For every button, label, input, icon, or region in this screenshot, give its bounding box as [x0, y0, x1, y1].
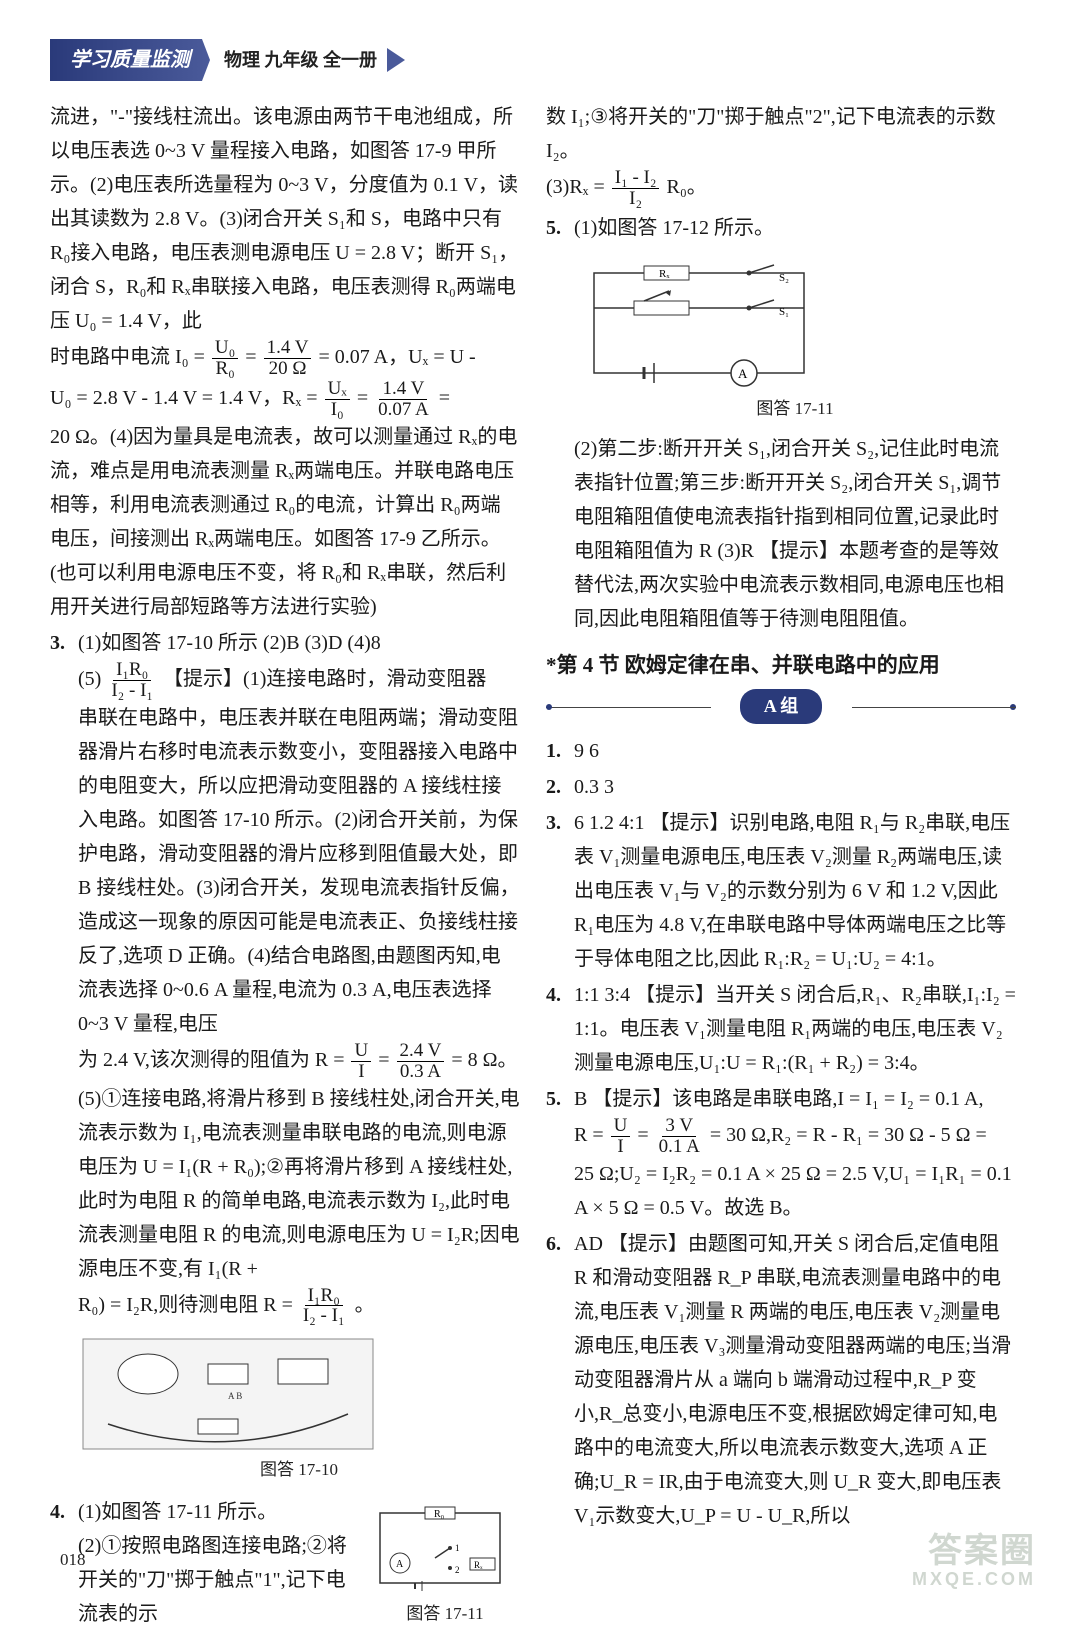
- para: R = UI = 3 V0.1 A = 30 Ω,R₂ = R - R₁ = 3…: [574, 1116, 1016, 1157]
- item-number: 5.: [546, 211, 574, 636]
- para: (1)如图答 17-12 所示。: [574, 211, 1016, 245]
- section-4-title: *第 4 节 欧姆定律在串、并联电路中的应用: [546, 648, 1016, 684]
- fraction: UₓI₀: [325, 379, 350, 420]
- figure-17-11-diagram: Rₓ S₂ S₁ A 图答: [574, 253, 1016, 424]
- figure-17-11-small: R₀ A 1 2 Rₓ 图答 17-11: [370, 1503, 520, 1629]
- para: (1)如图答 17-11 所示。: [78, 1495, 360, 1529]
- fraction: I₁R₀I₂ - I₁: [300, 1286, 348, 1327]
- page-number: 018: [60, 1546, 86, 1575]
- item-number: 3.: [546, 806, 574, 976]
- para: B 【提示】该电路是串联电路,I = I₁ = I₂ = 0.1 A,: [574, 1082, 1016, 1116]
- figure-caption: 图答 17-11: [370, 1600, 520, 1629]
- para: 1:1 3:4 【提示】当开关 S 闭合后,R₁、R₂串联,I₁:I₂ = 1:…: [574, 978, 1016, 1080]
- para: U₀ = 2.8 V - 1.4 V = 1.4 V，Rₓ = UₓI₀ = 1…: [50, 379, 520, 420]
- watermark-text: 答案圈: [928, 1532, 1036, 1570]
- para: R₀) = I₂R,则待测电阻 R = I₁R₀I₂ - I₁ 。: [78, 1286, 520, 1327]
- para: 6 1.2 4:1 【提示】识别电路,电阻 R₁与 R₂串联,电压表 V₁测量电…: [574, 806, 1016, 976]
- group-label: A 组: [740, 689, 823, 724]
- fraction: UI: [351, 1041, 371, 1082]
- question-4: 4. (1)如图答 17-11 所示。 (2)①按照电路图连接电路;②将开关的"…: [50, 1495, 520, 1637]
- item-number: 4.: [546, 978, 574, 1080]
- figure-caption: 图答 17-10: [78, 1456, 520, 1485]
- para: (1)如图答 17-10 所示 (2)B (3)D (4)8: [78, 626, 520, 660]
- page-header: 学习质量监测 物理 九年级 全一册: [50, 40, 1016, 80]
- para: 数 I₁;③将开关的"刀"掷于触点"2",记下电流表的示数 I₂。: [546, 100, 1016, 168]
- para: 20 Ω。(4)因为量具是电流表，故可以测量通过 Rₓ的电流，难点是用电流表测量…: [50, 420, 520, 624]
- question-3: 3. (1)如图答 17-10 所示 (2)B (3)D (4)8 (5) I₁…: [50, 626, 520, 1494]
- figure-caption: 图答 17-11: [574, 395, 1016, 424]
- left-column: 流进，"-"接线柱流出。该电源由两节干电池组成，所以电压表选 0~3 V 量程接…: [50, 100, 520, 1637]
- fraction: UI: [611, 1116, 631, 1157]
- fraction: U₀R₀: [212, 338, 238, 379]
- fraction: 3 V0.1 A: [656, 1116, 703, 1157]
- para: 流进，"-"接线柱流出。该电源由两节干电池组成，所以电压表选 0~3 V 量程接…: [50, 100, 520, 338]
- banner-subtitle: 物理 九年级 全一册: [224, 45, 377, 76]
- watermark: 答案圈 MXQE.COM: [912, 1533, 1036, 1590]
- right-column: 数 I₁;③将开关的"刀"掷于触点"2",记下电流表的示数 I₂。 (3)Rₓ …: [546, 100, 1016, 1637]
- para: 0.3 3: [574, 770, 1016, 804]
- svg-text:A: A: [738, 366, 748, 381]
- para: (3)Rₓ = I₁ - I₂I₂ R₀。: [546, 168, 1016, 209]
- svg-text:Rₓ: Rₓ: [659, 268, 670, 280]
- para: (5)①连接电路,将滑片移到 B 接线柱处,闭合开关,电流表示数为 I₁,电流表…: [78, 1082, 520, 1286]
- item-number: 3.: [50, 626, 78, 1494]
- item-number: 1.: [546, 734, 574, 768]
- item-number: 6.: [546, 1227, 574, 1533]
- para: 为 2.4 V,该次测得的阻值为 R = UI = 2.4 V0.3 A = 8…: [78, 1041, 520, 1082]
- answer-1: 1. 9 6: [546, 734, 1016, 768]
- watermark-url: MXQE.COM: [912, 1570, 1036, 1590]
- para: AD 【提示】由题图可知,开关 S 闭合后,定值电阻 R 和滑动变阻器 R_P …: [574, 1227, 1016, 1533]
- item-number: 5.: [546, 1082, 574, 1225]
- fraction: I₁R₀I₂ - I₁: [108, 660, 156, 701]
- para: (2)第二步:断开开关 S₁,闭合开关 S₂,记住此时电流表指针位置;第三步:断…: [574, 432, 1016, 636]
- content-columns: 流进，"-"接线柱流出。该电源由两节干电池组成，所以电压表选 0~3 V 量程接…: [50, 100, 1016, 1637]
- fraction: I₁ - I₂I₂: [612, 168, 660, 209]
- item-number: 2.: [546, 770, 574, 804]
- question-5: 5. (1)如图答 17-12 所示。 Rₓ S₂: [546, 211, 1016, 636]
- svg-text:A: A: [396, 1559, 404, 1570]
- para: (2)①按照电路图连接电路;②将开关的"刀"掷于触点"1",记下电流表的示: [78, 1529, 360, 1631]
- para: 9 6: [574, 734, 1016, 768]
- chevron-right-icon: [387, 48, 405, 72]
- para: (5) I₁R₀I₂ - I₁ 【提示】(1)连接电路时，滑动变阻器: [78, 660, 520, 701]
- para: 串联在电路中，电压表并联在电阻两端；滑动变阻器滑片右移时电流表示数变小，变阻器接…: [78, 701, 520, 1041]
- svg-text:S₂: S₂: [779, 272, 789, 284]
- fraction: 2.4 V0.3 A: [397, 1041, 445, 1082]
- para: 25 Ω;U₂ = I₂R₂ = 0.1 A × 25 Ω = 2.5 V,U₁…: [574, 1157, 1016, 1225]
- svg-text:R₀: R₀: [434, 1509, 445, 1520]
- answer-2: 2. 0.3 3: [546, 770, 1016, 804]
- group-a-badge: A 组: [546, 689, 1016, 724]
- banner-title: 学习质量监测: [50, 39, 210, 81]
- svg-text:2: 2: [455, 1565, 460, 1575]
- answer-4: 4. 1:1 3:4 【提示】当开关 S 闭合后,R₁、R₂串联,I₁:I₂ =…: [546, 978, 1016, 1080]
- fraction: 1.4 V20 Ω: [264, 338, 312, 379]
- para: 时电路中电流 I₀ = U₀R₀ = 1.4 V20 Ω = 0.07 A，Uₓ…: [50, 338, 520, 379]
- svg-text:1: 1: [455, 1543, 460, 1553]
- answer-3: 3. 6 1.2 4:1 【提示】识别电路,电阻 R₁与 R₂串联,电压表 V₁…: [546, 806, 1016, 976]
- svg-text:A B: A B: [228, 1391, 242, 1401]
- answer-5: 5. B 【提示】该电路是串联电路,I = I₁ = I₂ = 0.1 A, R…: [546, 1082, 1016, 1225]
- answer-6: 6. AD 【提示】由题图可知,开关 S 闭合后,定值电阻 R 和滑动变阻器 R…: [546, 1227, 1016, 1533]
- fraction: 1.4 V0.07 A: [375, 379, 432, 420]
- svg-text:S₁: S₁: [779, 306, 789, 318]
- figure-17-10: A B 图答 17-10: [78, 1334, 520, 1485]
- svg-text:Rₓ: Rₓ: [474, 1560, 483, 1570]
